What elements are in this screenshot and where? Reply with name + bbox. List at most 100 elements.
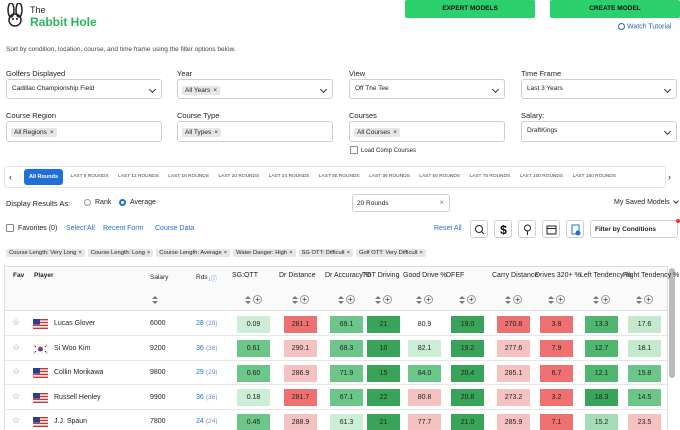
favorite-star[interactable]: ☆ bbox=[12, 390, 21, 401]
favorites-text[interactable]: Favorites (0) bbox=[18, 225, 58, 232]
sort-icon[interactable] bbox=[636, 296, 642, 306]
sort-icon[interactable] bbox=[292, 296, 298, 306]
add-column[interactable]: + bbox=[467, 295, 476, 304]
tag-remove[interactable]: × bbox=[419, 250, 423, 256]
header-button[interactable]: EXPERT MODELS bbox=[405, 0, 535, 18]
add-column[interactable]: + bbox=[644, 295, 653, 304]
condition-tag[interactable]: Course Length: Very Long × bbox=[6, 249, 85, 257]
add-column[interactable]: + bbox=[383, 295, 392, 304]
tag-remove[interactable]: × bbox=[78, 250, 82, 256]
toolbar-link[interactable]: Course Data bbox=[155, 225, 195, 232]
filter-conditions-text[interactable]: Filter by Conditions bbox=[595, 226, 657, 233]
favorites[interactable] bbox=[6, 224, 17, 232]
filter-box[interactable]: All Regions × bbox=[6, 121, 162, 142]
clear[interactable]: × bbox=[439, 198, 444, 207]
sort-icon[interactable] bbox=[152, 296, 158, 306]
tabs-right-arrow[interactable]: › bbox=[668, 172, 671, 182]
info-icon[interactable]: ↕ⓘ bbox=[208, 277, 218, 283]
filter-chip[interactable]: All Regions × bbox=[11, 128, 57, 137]
round-tab[interactable]: LAST 30 ROUNDS bbox=[318, 174, 360, 179]
filter-box[interactable]: All Courses × bbox=[349, 121, 505, 142]
player-name[interactable]: J.J. Spaun bbox=[54, 418, 88, 425]
condition-tag[interactable]: Golf OTT: Very Difficult × bbox=[355, 249, 426, 257]
player-name[interactable]: Lucas Glover bbox=[54, 320, 96, 327]
filter-box[interactable]: All Types × bbox=[177, 121, 333, 142]
add-column[interactable]: + bbox=[253, 295, 262, 304]
player-name[interactable]: Russell Henley bbox=[54, 393, 101, 401]
header-button[interactable]: CREATE MODEL bbox=[550, 0, 680, 18]
round-tab[interactable]: LAST 36 ROUNDS bbox=[369, 174, 410, 179]
condition-tag[interactable]: Course Length: Average × bbox=[156, 249, 231, 257]
filter-conditions[interactable]: Filter by Conditions bbox=[590, 220, 678, 238]
sort-icon[interactable] bbox=[593, 296, 599, 306]
tabs-left-arrow[interactable]: ‹ bbox=[9, 172, 12, 182]
toolbar-link[interactable]: Recent Form bbox=[103, 225, 144, 232]
condition-tag[interactable]: Water Danger: High × bbox=[233, 249, 296, 257]
radio-label[interactable]: Rank bbox=[95, 199, 112, 206]
add-column[interactable]: + bbox=[300, 295, 309, 304]
filter-box[interactable]: DraftKings bbox=[521, 121, 677, 142]
tag-remove[interactable]: × bbox=[223, 250, 228, 256]
sort-icon[interactable] bbox=[548, 296, 554, 306]
sort-icon[interactable] bbox=[375, 296, 381, 306]
round-tab[interactable]: LAST 150 ROUNDS bbox=[572, 174, 616, 179]
sort-icon[interactable] bbox=[505, 296, 511, 306]
add-column[interactable]: + bbox=[556, 295, 565, 304]
watch-tutorial-text[interactable]: Watch Tutorial bbox=[627, 23, 672, 31]
chip-remove[interactable]: × bbox=[393, 129, 398, 136]
round-tab[interactable]: LAST 100 ROUNDS bbox=[519, 174, 564, 179]
radio-label[interactable]: Average bbox=[130, 199, 156, 206]
tag-remove[interactable]: × bbox=[289, 250, 293, 256]
round-tab[interactable]: LAST 8 ROUNDS bbox=[70, 174, 109, 179]
radio[interactable] bbox=[84, 199, 91, 206]
filter-box[interactable]: Cadillac Championship Field bbox=[6, 79, 162, 99]
load-comp[interactable]: Load Comp Courses bbox=[350, 146, 416, 154]
round-tab[interactable]: LAST 16 ROUNDS bbox=[168, 174, 209, 179]
condition-tag[interactable]: Course Length: Long × bbox=[87, 249, 154, 257]
sort-icon[interactable] bbox=[338, 296, 344, 306]
filter-box[interactable]: All Years × bbox=[177, 79, 333, 99]
round-tab[interactable]: All Rounds bbox=[24, 169, 64, 185]
tag-remove[interactable]: × bbox=[346, 250, 350, 256]
add-column[interactable]: + bbox=[513, 295, 522, 304]
filter-chip[interactable]: All Courses × bbox=[354, 128, 401, 137]
favorite-star[interactable]: ☆ bbox=[12, 366, 21, 376]
chip-remove[interactable]: × bbox=[49, 129, 54, 136]
sort-icon[interactable] bbox=[416, 296, 422, 306]
tool-icon[interactable]: $ bbox=[494, 220, 512, 238]
sort-icon[interactable] bbox=[245, 296, 251, 306]
caret[interactable] bbox=[673, 198, 679, 204]
chip-remove[interactable]: × bbox=[214, 129, 219, 136]
player-name[interactable]: Si Woo Kim bbox=[54, 344, 91, 352]
toolbar-link[interactable]: Select All bbox=[66, 225, 95, 232]
player-name[interactable]: Collin Morikawa bbox=[54, 369, 104, 376]
add-column[interactable]: + bbox=[424, 295, 433, 304]
round-tab[interactable]: LAST 50 ROUNDS bbox=[419, 174, 460, 179]
tool-icon[interactable] bbox=[566, 220, 584, 238]
favorite-star[interactable]: ☆ bbox=[12, 415, 21, 425]
tool-icon[interactable] bbox=[542, 220, 560, 238]
add-column[interactable]: + bbox=[346, 295, 355, 304]
filter-chip[interactable]: All Years × bbox=[182, 86, 221, 95]
add-column[interactable]: + bbox=[601, 295, 610, 304]
tag-remove[interactable]: × bbox=[146, 250, 151, 256]
watch-tutorial[interactable]: Watch Tutorial bbox=[618, 23, 671, 30]
radio[interactable] bbox=[119, 199, 126, 206]
filter-box[interactable]: Last 3 Years bbox=[521, 79, 677, 99]
saved-models[interactable]: My Saved Models bbox=[614, 199, 670, 206]
round-tab[interactable]: LAST 20 ROUNDS bbox=[218, 174, 260, 179]
condition-tag[interactable]: SG OTT: Difficult × bbox=[298, 249, 353, 257]
favorite-star[interactable]: ☆ bbox=[12, 317, 21, 327]
sort-icon[interactable] bbox=[459, 296, 465, 306]
reset-all[interactable]: Reset All bbox=[434, 225, 462, 232]
round-tab[interactable]: LAST 12 ROUNDS bbox=[118, 174, 159, 179]
favorite-star[interactable]: ☆ bbox=[12, 341, 21, 352]
tool-icon[interactable] bbox=[470, 220, 488, 238]
filter-box[interactable]: Off The Tee bbox=[349, 79, 505, 99]
filter-chip[interactable]: All Types × bbox=[182, 128, 222, 137]
round-tab[interactable]: LAST 24 ROUNDS bbox=[268, 174, 310, 179]
load-comp-text[interactable]: Load Comp Courses bbox=[361, 147, 417, 154]
chip-remove[interactable]: × bbox=[213, 87, 218, 94]
tool-icon[interactable] bbox=[518, 220, 536, 238]
rounds-input[interactable]: 20 Rounds × bbox=[352, 194, 450, 212]
